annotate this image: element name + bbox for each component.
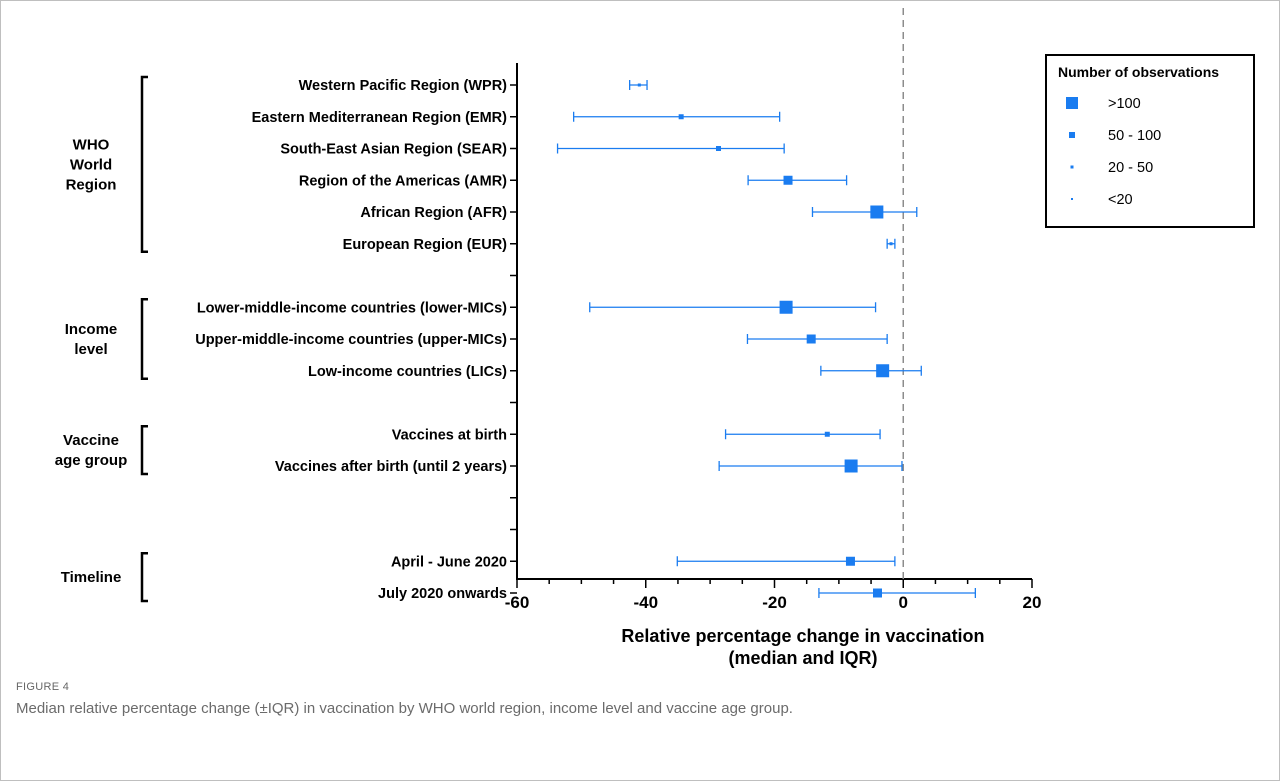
median-marker bbox=[844, 459, 858, 473]
legend-title: Number of observations bbox=[1058, 64, 1219, 80]
category-label: Low-income countries (LICs) bbox=[308, 364, 507, 380]
group-label: Region bbox=[66, 176, 117, 193]
legend-marker bbox=[1071, 198, 1073, 200]
axes: -60 -40 -20 0 20 Relative percentage change i… bbox=[505, 8, 1042, 668]
group-label: Timeline bbox=[61, 569, 122, 586]
category-label: Western Pacific Region (WPR) bbox=[299, 78, 508, 94]
median-marker bbox=[783, 175, 793, 185]
median-marker bbox=[824, 431, 830, 437]
legend-marker bbox=[1066, 97, 1078, 109]
category-label: Region of the Americas (AMR) bbox=[299, 173, 507, 189]
median-marker bbox=[870, 205, 884, 219]
group-label: World bbox=[70, 156, 112, 173]
group-labels: WHO World Region Income level Vaccine age grou… bbox=[55, 136, 128, 586]
x-axis-title: Relative percentage change in vaccinatio… bbox=[621, 626, 984, 646]
figure-number: FIGURE 4 bbox=[16, 681, 70, 693]
group-label: Vaccine bbox=[63, 432, 119, 449]
x-tick-label: -40 bbox=[633, 593, 658, 612]
median-marker bbox=[806, 334, 816, 344]
legend-item-label: 20 - 50 bbox=[1108, 160, 1153, 176]
legend: Number of observations >100 50 - 100 20 - … bbox=[1045, 54, 1255, 228]
category-label: July 2020 onwards bbox=[378, 586, 507, 602]
category-label: African Region (AFR) bbox=[360, 205, 507, 221]
x-tick-label: 0 bbox=[899, 593, 908, 612]
group-brackets bbox=[140, 75, 148, 603]
figure-caption: Median relative percentage change (±IQR)… bbox=[16, 700, 793, 717]
category-label: European Region (EUR) bbox=[343, 237, 508, 253]
category-labels: Western Pacific Region (WPR) Eastern Medi… bbox=[195, 78, 507, 602]
category-label: Vaccines at birth bbox=[392, 427, 507, 443]
median-marker bbox=[637, 83, 641, 87]
legend-marker bbox=[1070, 165, 1074, 169]
group-bracket bbox=[140, 298, 148, 380]
category-label: Upper-middle-income countries (upper-MIC… bbox=[195, 332, 507, 348]
data-marks bbox=[556, 80, 976, 598]
legend-box bbox=[1045, 54, 1255, 228]
legend-item-label: <20 bbox=[1108, 192, 1133, 208]
category-label: Vaccines after birth (until 2 years) bbox=[275, 459, 507, 475]
group-label: WHO bbox=[73, 136, 110, 153]
category-label: South-East Asian Region (SEAR) bbox=[280, 142, 507, 158]
median-marker bbox=[889, 242, 893, 246]
legend-item-label: 50 - 100 bbox=[1108, 128, 1161, 144]
x-tick-label: -20 bbox=[762, 593, 787, 612]
group-label: Income bbox=[65, 321, 118, 338]
median-marker bbox=[715, 146, 721, 151]
x-tick-label: 20 bbox=[1023, 593, 1042, 612]
category-label: Lower-middle-income countries (lower-MIC… bbox=[197, 300, 507, 316]
legend-marker bbox=[1069, 132, 1075, 138]
legend-item-label: >100 bbox=[1108, 96, 1141, 112]
group-bracket bbox=[140, 75, 148, 253]
median-marker bbox=[779, 300, 793, 314]
forest-plot: WHO World Region Income level Vaccine age grou… bbox=[55, 8, 1255, 668]
category-label: April - June 2020 bbox=[391, 554, 507, 570]
median-marker bbox=[678, 114, 684, 120]
median-marker bbox=[873, 588, 882, 598]
group-bracket bbox=[140, 425, 148, 476]
group-bracket bbox=[140, 552, 148, 603]
median-marker bbox=[876, 364, 890, 378]
group-label: level bbox=[74, 341, 107, 358]
x-axis-title: (median and IQR) bbox=[728, 648, 877, 668]
x-tick-label: -60 bbox=[505, 593, 530, 612]
group-label: age group bbox=[55, 452, 128, 469]
category-label: Eastern Mediterranean Region (EMR) bbox=[252, 110, 508, 126]
median-marker bbox=[845, 556, 855, 566]
